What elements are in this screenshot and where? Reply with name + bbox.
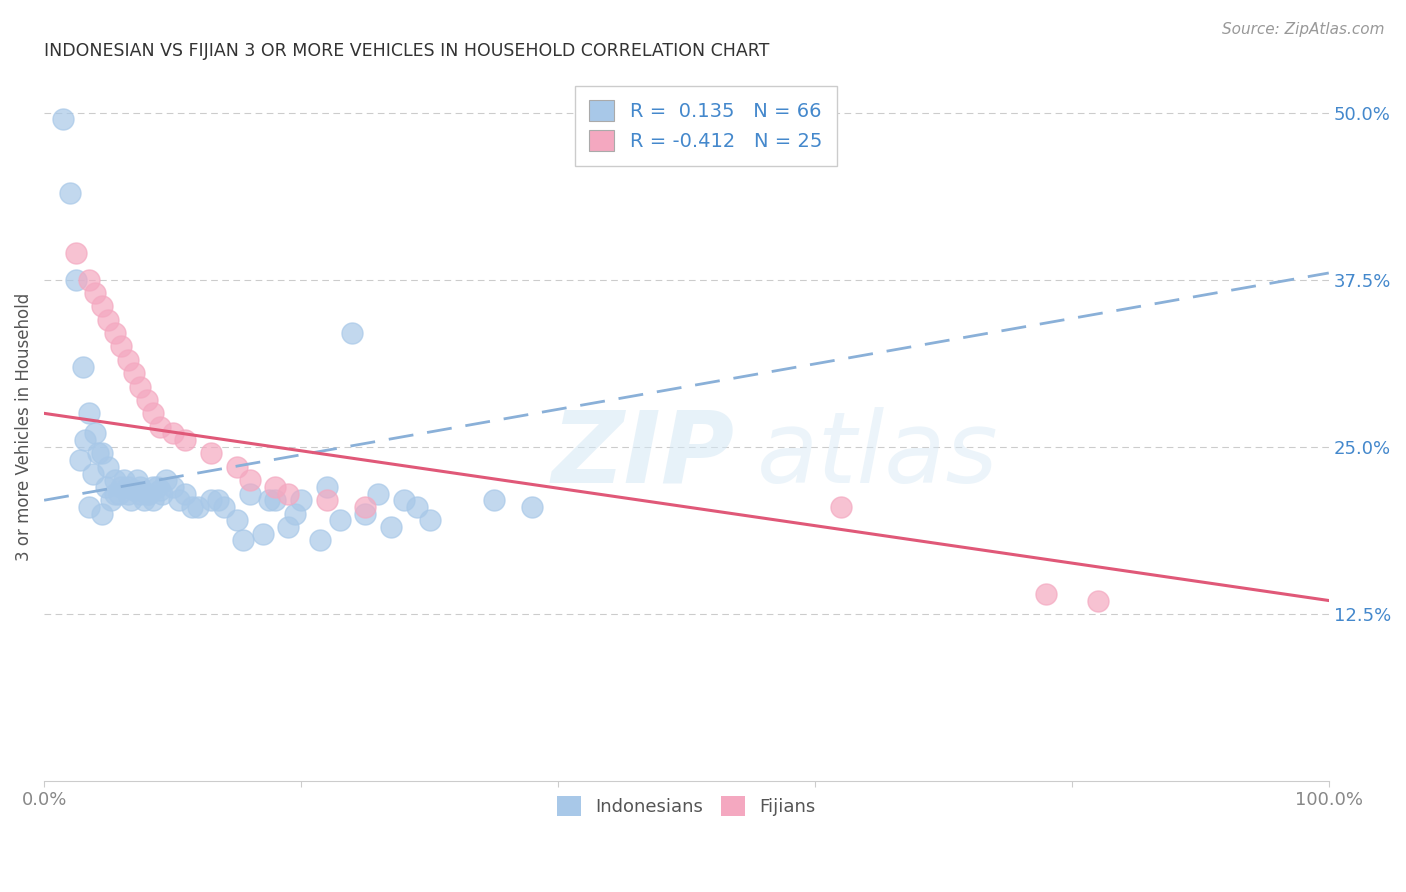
Point: [418, 513, 440, 527]
Point: [87, 446, 110, 460]
Point: [110, 339, 132, 353]
Point: [149, 419, 172, 434]
Point: [149, 483, 172, 497]
Point: [65, 273, 87, 287]
Point: [90, 507, 112, 521]
Point: [264, 480, 287, 494]
Point: [354, 507, 377, 521]
Y-axis label: 3 or more Vehicles in Household: 3 or more Vehicles in Household: [15, 293, 32, 561]
Text: atlas: atlas: [756, 407, 998, 504]
Point: [142, 480, 165, 494]
Point: [82, 467, 104, 481]
Point: [142, 406, 165, 420]
Point: [129, 480, 152, 494]
Point: [112, 473, 135, 487]
Point: [104, 486, 127, 500]
Point: [342, 326, 364, 340]
Point: [100, 493, 122, 508]
Point: [125, 473, 148, 487]
Point: [482, 493, 505, 508]
Point: [77, 406, 100, 420]
Point: [284, 507, 307, 521]
Point: [77, 273, 100, 287]
Point: [290, 493, 312, 508]
Point: [180, 500, 202, 514]
Text: Source: ZipAtlas.com: Source: ZipAtlas.com: [1222, 22, 1385, 37]
Point: [84, 285, 107, 300]
Point: [1035, 587, 1057, 601]
Point: [117, 486, 139, 500]
Point: [104, 326, 127, 340]
Point: [239, 473, 262, 487]
Point: [122, 483, 145, 497]
Point: [522, 500, 544, 514]
Point: [129, 379, 152, 393]
Point: [150, 486, 173, 500]
Point: [110, 480, 132, 494]
Point: [232, 533, 254, 548]
Point: [264, 493, 287, 508]
Point: [354, 500, 377, 514]
Point: [65, 246, 87, 260]
Point: [277, 486, 299, 500]
Point: [329, 513, 352, 527]
Legend: Indonesians, Fijians: Indonesians, Fijians: [548, 787, 824, 825]
Point: [315, 493, 337, 508]
Text: INDONESIAN VS FIJIAN 3 OR MORE VEHICLES IN HOUSEHOLD CORRELATION CHART: INDONESIAN VS FIJIAN 3 OR MORE VEHICLES …: [44, 42, 769, 60]
Point: [257, 493, 280, 508]
Point: [830, 500, 852, 514]
Point: [97, 459, 120, 474]
Point: [367, 486, 389, 500]
Point: [129, 486, 152, 500]
Point: [52, 112, 75, 127]
Point: [174, 486, 197, 500]
Point: [162, 426, 184, 441]
Point: [200, 446, 222, 460]
Point: [90, 446, 112, 460]
Point: [174, 433, 197, 447]
Point: [104, 473, 127, 487]
Point: [167, 493, 190, 508]
Point: [122, 366, 145, 380]
Point: [187, 500, 209, 514]
Point: [225, 513, 247, 527]
Point: [97, 312, 120, 326]
Point: [277, 520, 299, 534]
Point: [138, 486, 160, 500]
Point: [155, 473, 177, 487]
Point: [380, 520, 402, 534]
Point: [77, 500, 100, 514]
Point: [142, 493, 165, 508]
Point: [405, 500, 427, 514]
Point: [135, 486, 157, 500]
Point: [207, 493, 229, 508]
Point: [1087, 593, 1109, 607]
Point: [200, 493, 222, 508]
Point: [252, 526, 274, 541]
Point: [162, 480, 184, 494]
Point: [75, 433, 97, 447]
Point: [392, 493, 415, 508]
Point: [134, 493, 156, 508]
Point: [225, 459, 247, 474]
Point: [146, 480, 169, 494]
Point: [239, 486, 262, 500]
Point: [69, 453, 91, 467]
Point: [107, 486, 129, 500]
Point: [315, 480, 337, 494]
Point: [117, 480, 139, 494]
Point: [84, 426, 107, 441]
Point: [212, 500, 235, 514]
Point: [72, 359, 94, 374]
Text: ZIP: ZIP: [551, 407, 734, 504]
Point: [117, 352, 139, 367]
Point: [59, 186, 82, 200]
Point: [121, 493, 143, 508]
Point: [309, 533, 332, 548]
Point: [94, 480, 117, 494]
Point: [90, 299, 112, 313]
Point: [135, 392, 157, 407]
